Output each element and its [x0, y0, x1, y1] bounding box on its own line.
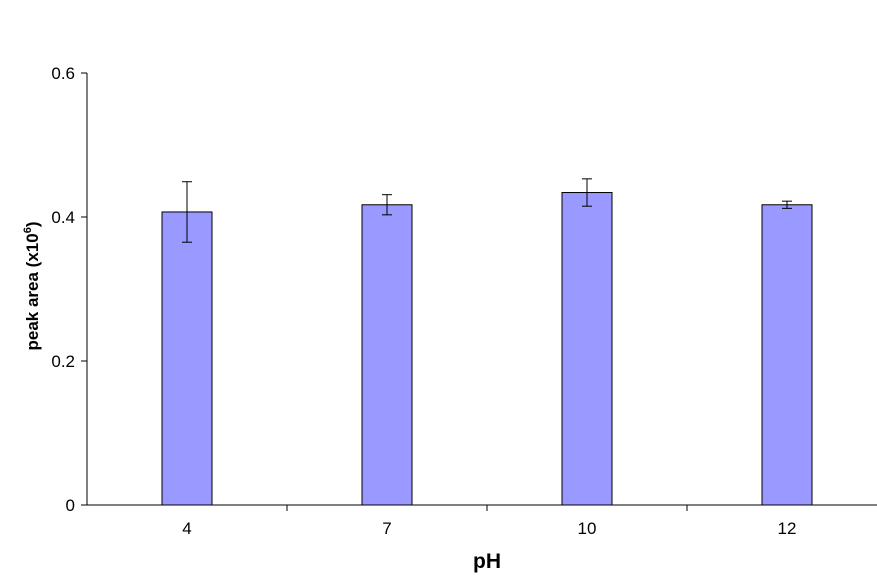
y-tick-label: 0.4	[51, 208, 75, 227]
y-axis-ticks: 0 0.2 0.4 0.6	[51, 64, 87, 515]
x-tick-label: 4	[182, 519, 191, 538]
y-tick-label: 0.6	[51, 64, 75, 83]
x-tick-label: 7	[382, 519, 391, 538]
y-axis-title-superscript: 6	[22, 227, 34, 233]
x-axis-title: pH	[473, 550, 501, 573]
bar	[361, 204, 413, 506]
y-axis-title: peak area (x106)	[22, 222, 42, 351]
y-tick-label: 0.2	[51, 352, 75, 371]
x-axis-ticks: 4 7 10 12	[182, 505, 796, 538]
x-tick-label: 12	[778, 519, 797, 538]
bar	[561, 192, 613, 506]
bar	[761, 204, 813, 506]
y-axis-title-suffix: )	[23, 222, 42, 228]
y-axis-title-base: peak area (x10	[23, 233, 42, 350]
error-bars	[182, 178, 792, 243]
bar	[161, 211, 213, 506]
x-tick-label: 10	[578, 519, 597, 538]
y-tick-label: 0	[66, 496, 75, 515]
